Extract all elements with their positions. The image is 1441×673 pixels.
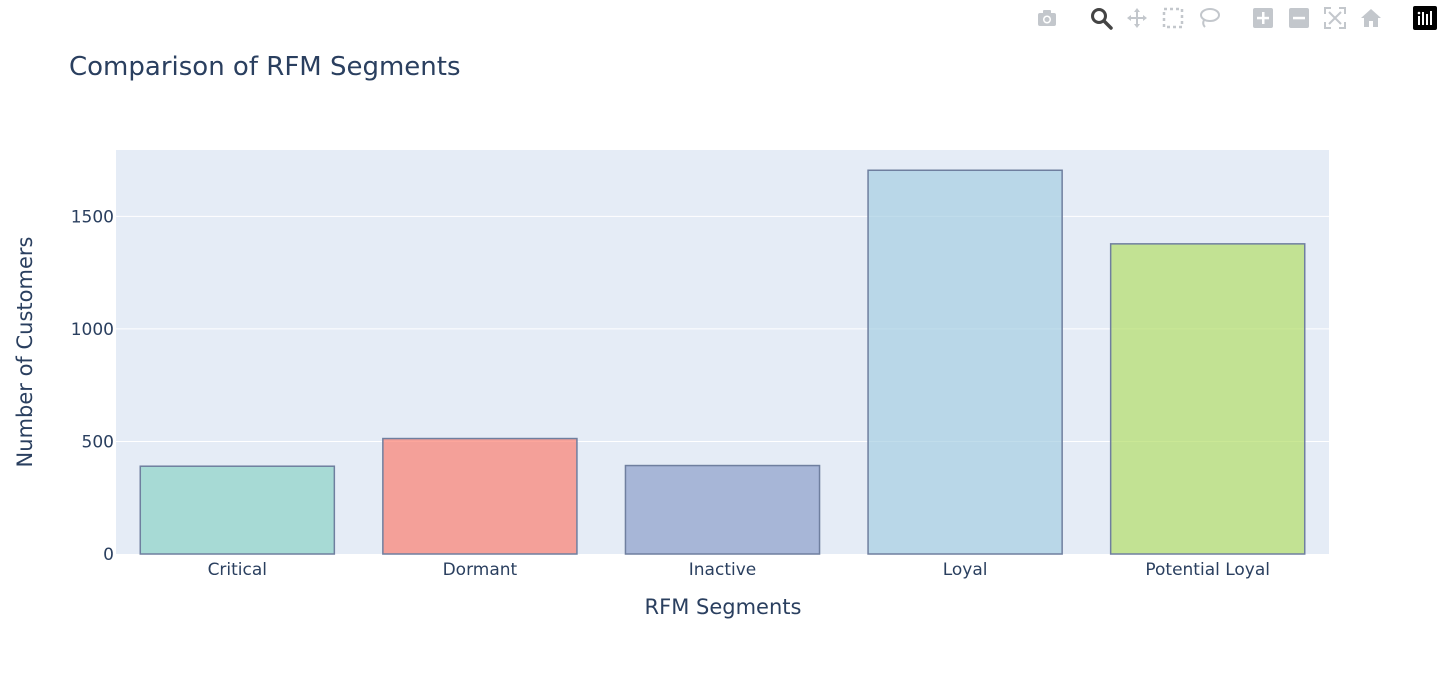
lasso-select-button[interactable] (1195, 4, 1223, 32)
zoom-button[interactable] (1087, 4, 1115, 32)
bar-inactive[interactable] (624, 464, 821, 555)
x-tick-label: Potential Loyal (1145, 560, 1270, 580)
modebar (1025, 4, 1439, 32)
plotly-logo-icon (1413, 6, 1437, 30)
zoom-out-icon (1289, 8, 1309, 28)
x-tick-label: Loyal (943, 560, 988, 580)
chart-title: Comparison of RFM Segments (69, 52, 461, 82)
lasso-select-icon (1200, 8, 1220, 28)
autoscale-button[interactable] (1321, 4, 1349, 32)
x-tick-label: Dormant (443, 560, 518, 580)
zoom-in-icon (1253, 8, 1273, 28)
autoscale-icon (1324, 7, 1346, 29)
y-tick-label: 1500 (71, 207, 114, 227)
bar-loyal[interactable] (867, 169, 1063, 555)
box-select-button[interactable] (1159, 4, 1187, 32)
y-tick-label: 1000 (71, 320, 114, 340)
y-tick-label: 0 (103, 545, 114, 565)
x-tick-label: Critical (208, 560, 267, 580)
reset-axes-button[interactable] (1357, 4, 1385, 32)
reset-axes-icon (1361, 9, 1381, 27)
box-select-icon (1162, 7, 1184, 29)
x-axis-title: RFM Segments (645, 595, 802, 619)
bar-potential-loyal[interactable] (1109, 243, 1306, 555)
y-axis-title: Number of Customers (13, 237, 37, 468)
bar-dormant[interactable] (382, 437, 578, 555)
bar-critical[interactable] (139, 465, 336, 555)
pan-icon (1127, 8, 1147, 28)
x-tick-label: Inactive (689, 560, 756, 580)
zoom-icon (1091, 8, 1113, 30)
y-tick-label: 500 (82, 432, 114, 452)
y-axis: 0 500 1000 1500 (71, 207, 114, 565)
camera-button[interactable] (1033, 4, 1061, 32)
zoom-in-button[interactable] (1249, 4, 1277, 32)
bars (139, 169, 1306, 555)
camera-icon (1038, 10, 1056, 26)
zoom-out-button[interactable] (1285, 4, 1313, 32)
x-axis: Critical Dormant Inactive Loyal Potential Lo… (208, 560, 1270, 580)
pan-button[interactable] (1123, 4, 1151, 32)
plotly-logo-button[interactable] (1411, 4, 1439, 32)
